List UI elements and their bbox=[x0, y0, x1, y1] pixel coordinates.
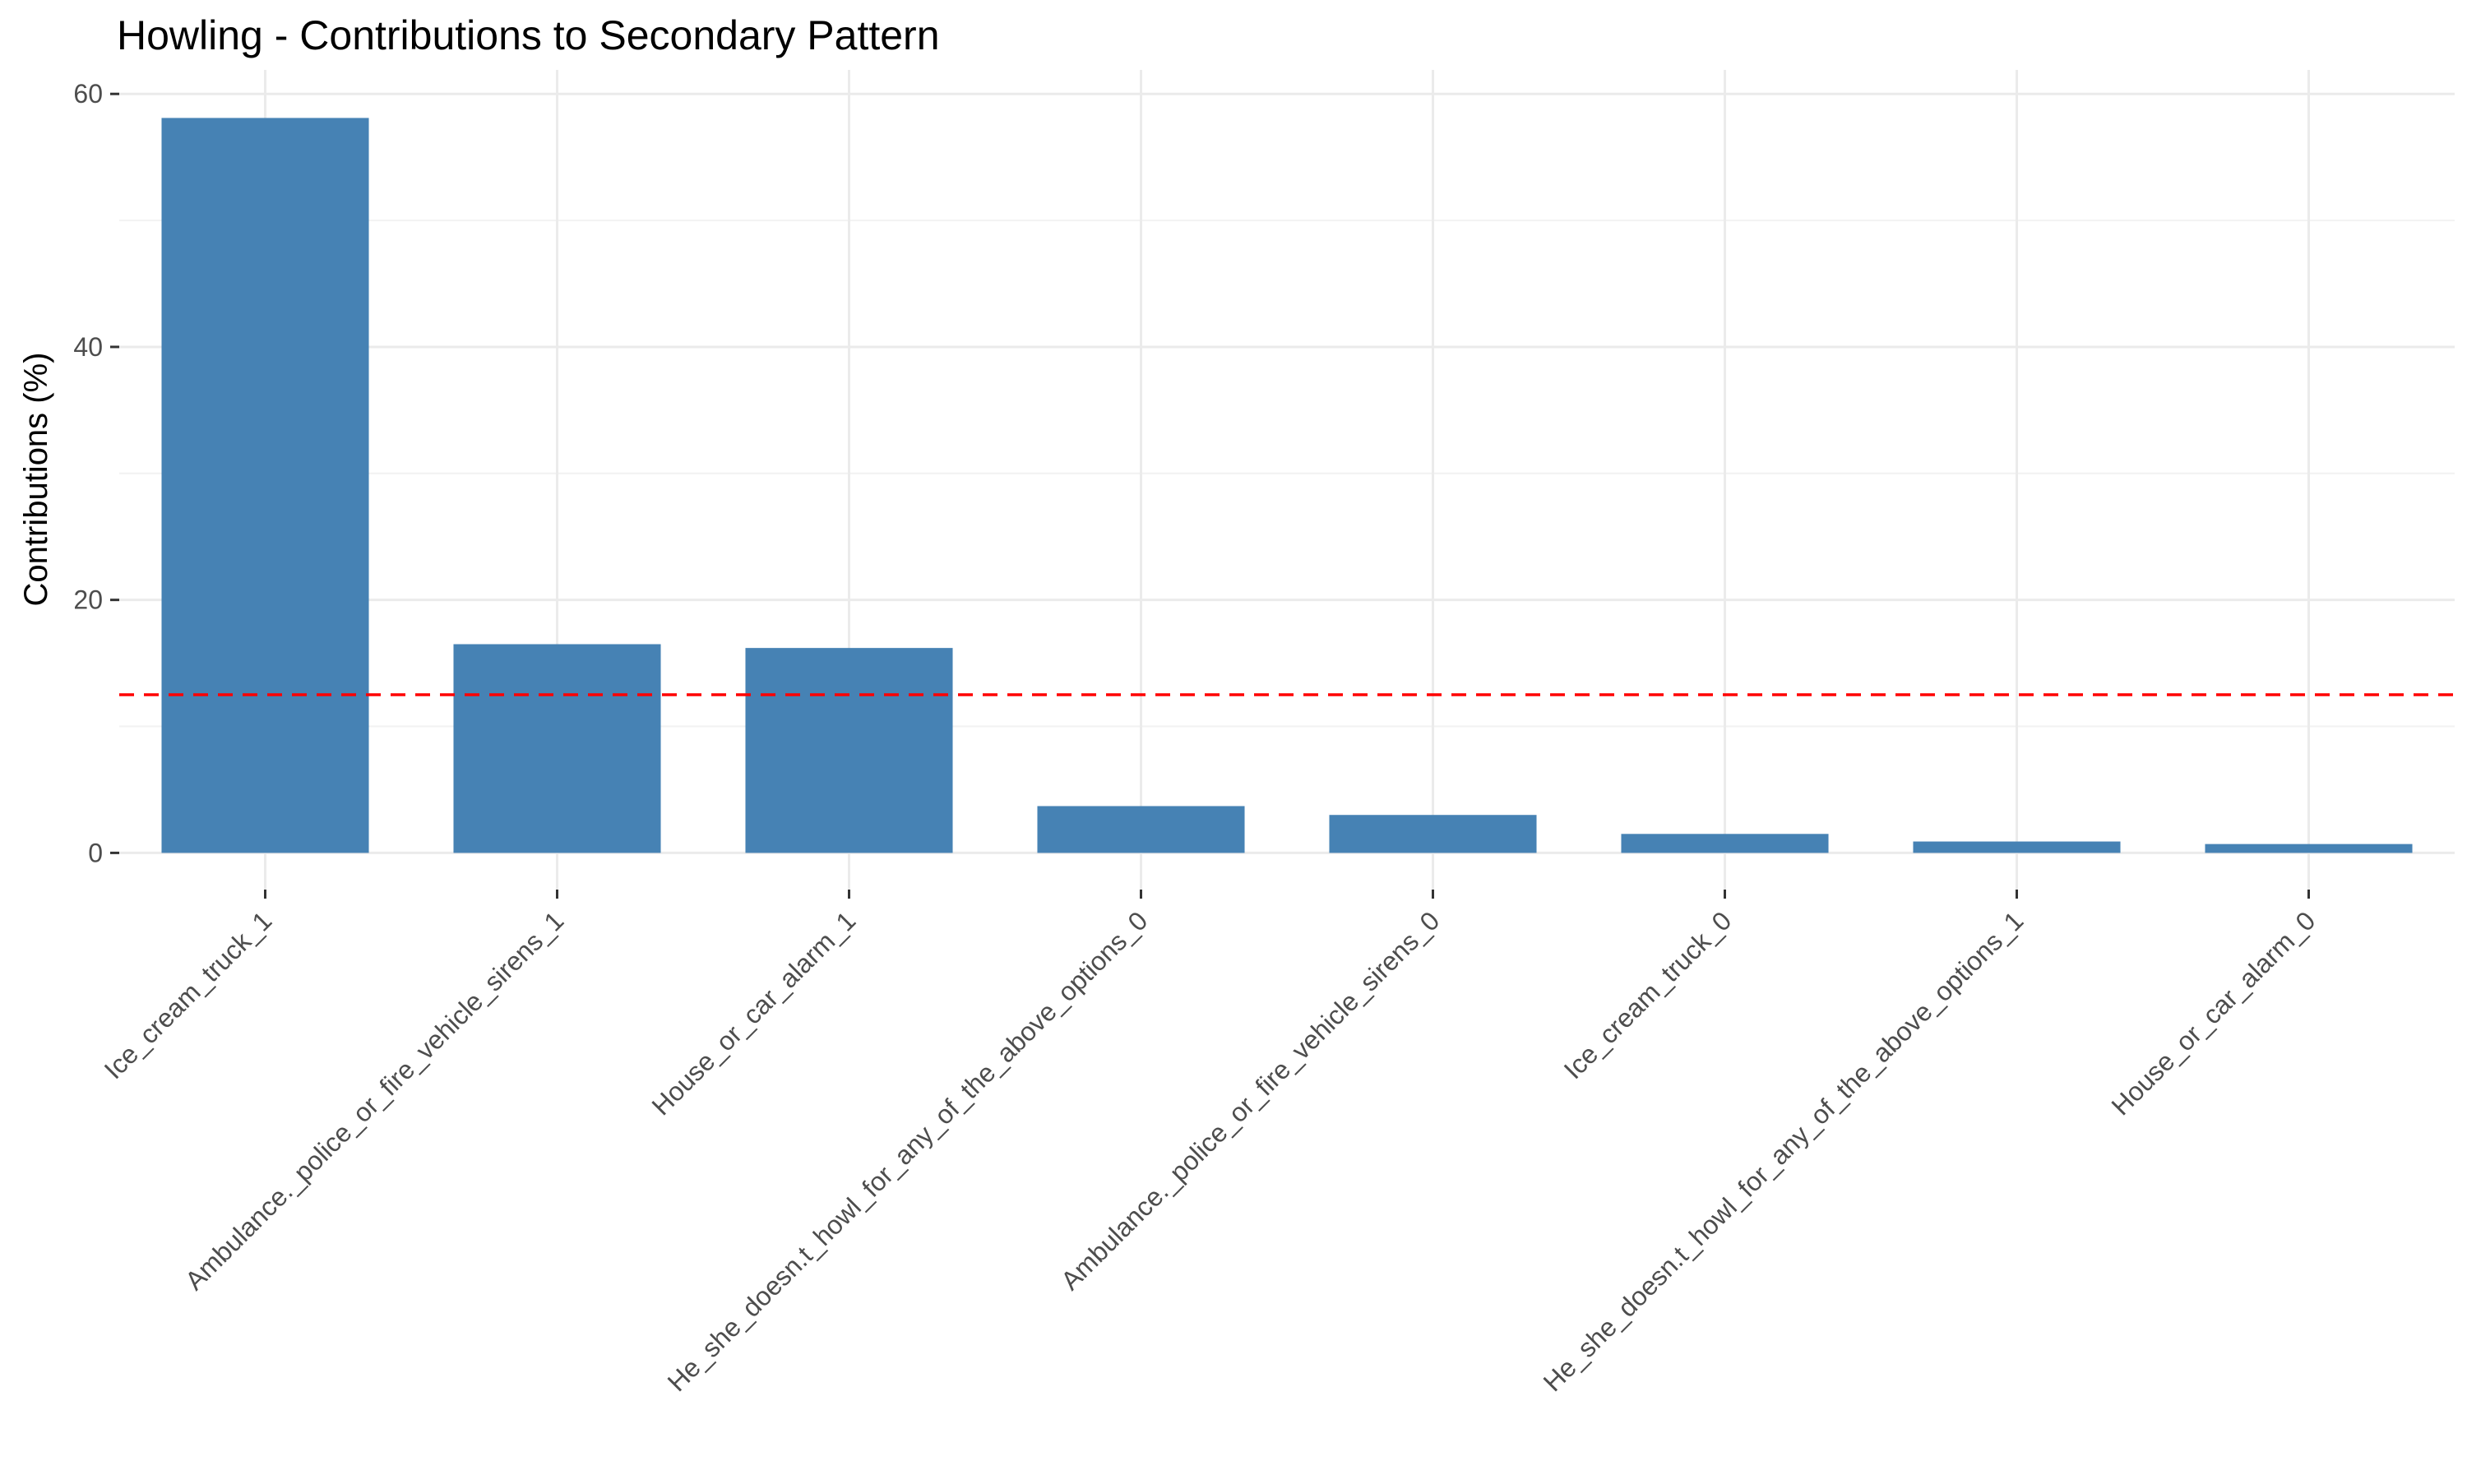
y-axis-label: Contributions (%) bbox=[18, 352, 54, 606]
bar-house-or-car-alarm-0: House_or_car_alarm_0: 0.7 bbox=[2205, 844, 2413, 853]
bar-ambulance-police-or-fire-vehicle-sirens-0: Ambulance._police_or_fire_vehicle_sirens… bbox=[1329, 815, 1537, 853]
x-tick-label: He_she_doesn.t_howl_for_any_of_the_above… bbox=[662, 905, 1154, 1397]
x-tick-label: House_or_car_alarm_1 bbox=[646, 905, 862, 1121]
x-tick-label: Ice_cream_truck_1 bbox=[99, 905, 278, 1084]
x-tick-label: He_she_doesn.t_howl_for_any_of_the_above… bbox=[1538, 905, 2030, 1397]
bar-he-she-doesn-t-howl-for-any-of-the-above-options-1: He_she_doesn.t_howl_for_any_of_the_above… bbox=[1913, 841, 2121, 853]
bar-house-or-car-alarm-1: House_or_car_alarm_1: 16.2 bbox=[745, 648, 953, 853]
y-tick-label: 0 bbox=[88, 838, 103, 867]
axis-layer: 0 20 40 60 Ice_cream_truck_1 Ambulance._polic… bbox=[73, 79, 2321, 1397]
grid-layer bbox=[119, 70, 2455, 890]
x-tick-label: Ice_cream_truck_0 bbox=[1558, 905, 1738, 1084]
bar-ice-cream-truck-1: Ice_cream_truck_1: 58.1 bbox=[161, 118, 369, 853]
y-tick-label: 20 bbox=[73, 585, 103, 615]
y-tick-label: 60 bbox=[73, 79, 103, 109]
bar-ice-cream-truck-0: Ice_cream_truck_0: 1.5 bbox=[1621, 834, 1829, 853]
bar-ambulance-police-or-fire-vehicle-sirens-1: Ambulance._police_or_fire_vehicle_sirens… bbox=[453, 644, 661, 853]
y-tick-label: 40 bbox=[73, 332, 103, 362]
bar-layer: Ice_cream_truck_1: 58.1 Ambulance._police… bbox=[161, 118, 2413, 853]
chart-title: Howling - Contributions to Secondary Pat… bbox=[117, 12, 940, 58]
x-tick-label: House_or_car_alarm_0 bbox=[2106, 905, 2321, 1121]
bar-he-she-doesn-t-howl-for-any-of-the-above-options-0: He_she_doesn.t_howl_for_any_of_the_above… bbox=[1037, 806, 1245, 853]
